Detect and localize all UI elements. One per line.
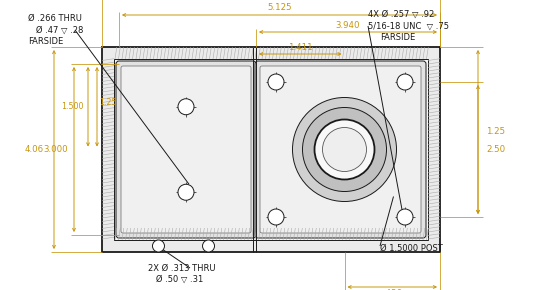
- Text: 3.000: 3.000: [43, 145, 68, 154]
- Text: 2.50: 2.50: [486, 145, 505, 154]
- Circle shape: [203, 240, 214, 252]
- Circle shape: [268, 74, 284, 90]
- Circle shape: [152, 240, 165, 252]
- Text: FARSIDE: FARSIDE: [28, 37, 63, 46]
- Circle shape: [178, 99, 194, 115]
- FancyBboxPatch shape: [121, 66, 251, 233]
- Text: .430: .430: [383, 289, 402, 290]
- Text: 4.06: 4.06: [25, 145, 44, 154]
- Text: 3.940: 3.940: [336, 21, 360, 30]
- Circle shape: [302, 108, 386, 191]
- FancyBboxPatch shape: [114, 59, 428, 240]
- Text: 5/16-18 UNC  ▽ .75: 5/16-18 UNC ▽ .75: [368, 21, 449, 30]
- FancyBboxPatch shape: [255, 61, 426, 238]
- Text: Ø .47 ▽ .28: Ø .47 ▽ .28: [28, 26, 84, 35]
- Text: 1.25: 1.25: [99, 98, 116, 107]
- Text: 4X Ø .257 ▽ .92: 4X Ø .257 ▽ .92: [368, 10, 434, 19]
- Circle shape: [293, 97, 397, 202]
- FancyBboxPatch shape: [102, 47, 440, 252]
- Circle shape: [397, 209, 413, 225]
- Text: 1.25: 1.25: [486, 128, 505, 137]
- FancyBboxPatch shape: [116, 61, 256, 238]
- Circle shape: [178, 184, 194, 200]
- Circle shape: [315, 119, 375, 180]
- Circle shape: [323, 128, 367, 171]
- FancyBboxPatch shape: [260, 66, 421, 233]
- Text: FARSIDE: FARSIDE: [380, 34, 415, 43]
- Text: 1.500: 1.500: [62, 102, 84, 111]
- Text: 1.411: 1.411: [288, 43, 312, 52]
- Text: 5.125: 5.125: [267, 3, 292, 12]
- Text: Ø .50 ▽ .31: Ø .50 ▽ .31: [148, 275, 203, 284]
- Circle shape: [397, 74, 413, 90]
- Circle shape: [268, 209, 284, 225]
- Text: Ø 1.5000 POST: Ø 1.5000 POST: [380, 244, 443, 253]
- Text: 2X Ø .313 THRU: 2X Ø .313 THRU: [148, 264, 215, 273]
- Text: Ø .266 THRU: Ø .266 THRU: [28, 14, 82, 23]
